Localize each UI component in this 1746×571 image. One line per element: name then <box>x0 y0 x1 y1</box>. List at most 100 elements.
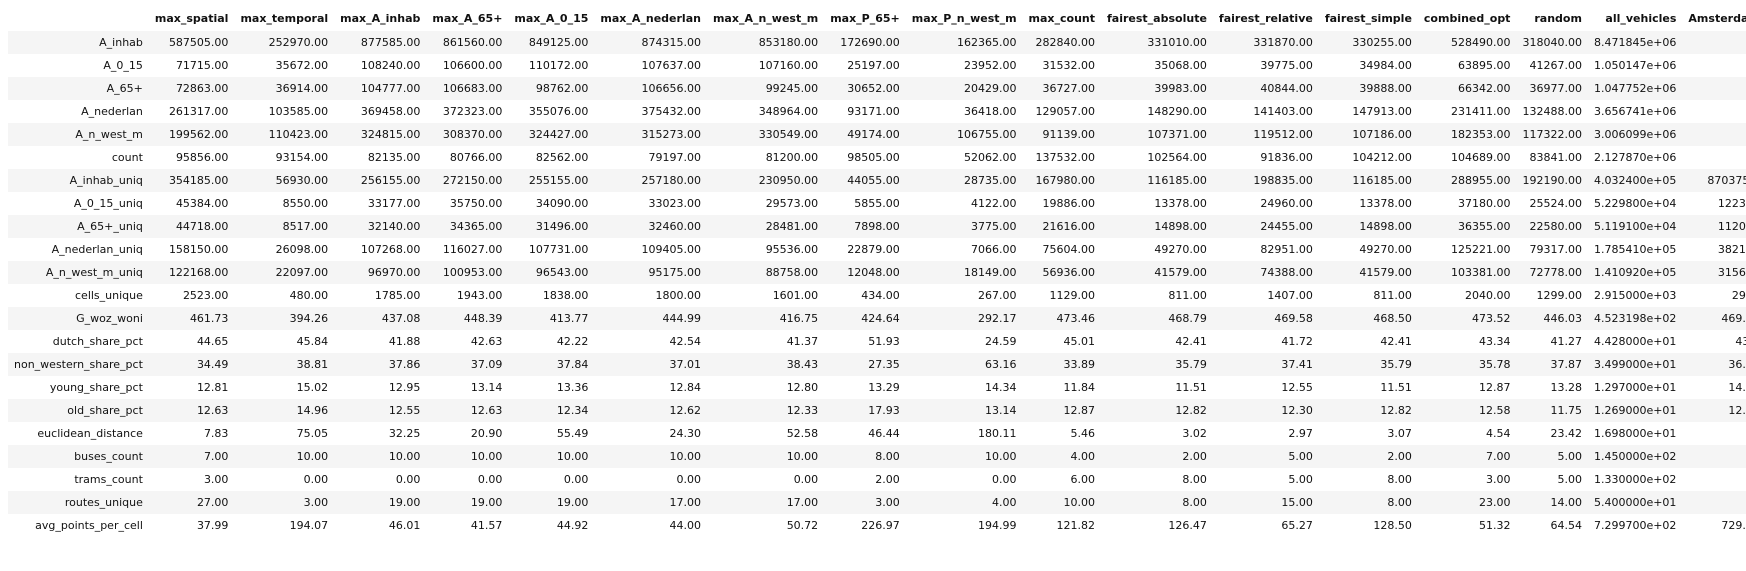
table-cell: 7066.00 <box>971 243 1017 256</box>
table-cell: 267.00 <box>978 289 1017 302</box>
table-row: A_nederlan 261317.00 103585.00 369458.00 372… <box>8 100 1746 123</box>
table-cell: 75604.00 <box>1042 243 1096 256</box>
table-cell: 308370.00 <box>442 128 503 141</box>
table-cell: 0.00 <box>477 473 503 486</box>
table-cell: 0.00 <box>676 473 701 486</box>
table-cell: 141403.00 <box>1253 105 1313 118</box>
table-cell: 3.656741e+06 <box>1593 105 1677 118</box>
table-cell: 4.032400e+05 <box>1593 174 1677 187</box>
table-cell: 80766.00 <box>449 151 503 164</box>
table-cell: 14.06 <box>1728 381 1746 394</box>
table-cell: 34.49 <box>196 358 229 371</box>
table-cell: 106656.00 <box>641 82 701 95</box>
table-cell: 8.471845e+06 <box>1593 36 1677 49</box>
table-cell: 104689.00 <box>1450 151 1511 164</box>
table-cell: 194.99 <box>978 519 1017 532</box>
table-cell: 2.127870e+06 <box>1593 151 1677 164</box>
table-cell: 100953.00 <box>442 266 503 279</box>
row-label: A_nederlan <box>81 105 143 118</box>
column-header: max_A_n_west_m <box>712 12 819 25</box>
column-header: max_A_nederlan <box>600 12 701 25</box>
table-cell: 1.785410e+05 <box>1593 243 1677 256</box>
table-cell: 46.01 <box>388 519 421 532</box>
table-cell: 172690.00 <box>840 36 900 49</box>
row-label: buses_count <box>74 450 143 463</box>
table-row: dutch_share_pct 44.65 45.84 41.88 42.63 42.22… <box>8 330 1746 353</box>
table-cell: 51.32 <box>1478 519 1511 532</box>
table-cell: 587505.00 <box>168 36 229 49</box>
table-cell: 23952.00 <box>964 59 1017 72</box>
table-cell: 116027.00 <box>442 243 503 256</box>
row-label: A_inhab_uniq <box>69 174 143 187</box>
table-cell: 50.72 <box>786 519 819 532</box>
table-cell: 3.02 <box>1182 427 1207 440</box>
table-cell: 103585.00 <box>268 105 329 118</box>
table-cell: 44055.00 <box>847 174 900 187</box>
table-cell: 12.88 <box>1728 404 1746 417</box>
table-cell: 20429.00 <box>964 82 1017 95</box>
table-cell: 256155.00 <box>360 174 421 187</box>
table-cell: 331870.00 <box>1253 36 1313 49</box>
table-cell: 36355.00 <box>1457 220 1511 233</box>
table-cell: 95856.00 <box>175 151 229 164</box>
table-cell: - <box>1682 100 1746 123</box>
table-cell: 11.84 <box>1063 381 1096 394</box>
table-cell: 8.00 <box>1387 473 1412 486</box>
table-cell: 82951.00 <box>1260 243 1313 256</box>
table-cell: 22879.00 <box>847 243 900 256</box>
table-cell: 41.88 <box>388 335 421 348</box>
table-cell: 1.050147e+06 <box>1593 59 1677 72</box>
table-cell: 46.44 <box>868 427 900 440</box>
table-cell: 82562.00 <box>535 151 589 164</box>
table-cell: 106600.00 <box>442 59 503 72</box>
table-cell: 79197.00 <box>648 151 701 164</box>
table-cell: 3.07 <box>1387 427 1412 440</box>
table-cell: 1299.00 <box>1536 289 1582 302</box>
table-cell: 35750.00 <box>449 197 503 210</box>
table-row: trams_count 3.00 0.00 0.00 0.00 0.00 0.00 0.00 2… <box>8 468 1746 491</box>
table-row: cells_unique 2523.00 480.00 1785.00 1943.00 1… <box>8 284 1746 307</box>
row-label: euclidean_distance <box>37 427 143 440</box>
table-cell: 44.65 <box>196 335 229 348</box>
column-header: max_spatial <box>154 12 229 25</box>
table-cell: 473.46 <box>1056 312 1096 325</box>
table-cell: 23.42 <box>1550 427 1582 440</box>
table-cell: 3.00 <box>203 473 229 486</box>
table-cell: 15.02 <box>296 381 329 394</box>
table-cell: 874315.00 <box>641 36 701 49</box>
table-cell: 330255.00 <box>1352 36 1412 49</box>
table-cell: 8.00 <box>1182 473 1207 486</box>
table-cell: 12.80 <box>786 381 819 394</box>
table-cell: 41.57 <box>470 519 503 532</box>
table-cell: 41579.00 <box>1154 266 1207 279</box>
table-cell: 20.90 <box>470 427 503 440</box>
table-row: non_western_share_pct 34.49 38.81 37.86 37.0… <box>8 353 1746 376</box>
table-cell: 42.63 <box>470 335 503 348</box>
table-cell: 29573.00 <box>765 197 819 210</box>
table-cell: - <box>1682 445 1746 468</box>
column-header: fairest_absolute <box>1107 12 1207 25</box>
table-cell: 34365.00 <box>449 220 503 233</box>
table-cell: 110172.00 <box>528 59 589 72</box>
table-row: A_n_west_m 199562.00 110423.00 324815.00 308… <box>8 123 1746 146</box>
table-cell: 424.64 <box>861 312 900 325</box>
table-cell: 13378.00 <box>1359 197 1412 210</box>
table-cell: 82135.00 <box>367 151 421 164</box>
table-cell: - <box>1682 54 1746 77</box>
table-cell: 98762.00 <box>535 82 589 95</box>
table-cell: 45.84 <box>296 335 329 348</box>
table-cell: 2.97 <box>1288 427 1313 440</box>
row-label: routes_unique <box>64 496 143 509</box>
table-cell: 41.72 <box>1281 335 1313 348</box>
table-cell: 43.9 <box>1735 335 1746 348</box>
table-cell: 4.54 <box>1485 427 1511 440</box>
table-cell: - <box>1682 31 1746 54</box>
table-cell: 44.00 <box>669 519 701 532</box>
column-header: fairest_simple <box>1324 12 1412 25</box>
table-cell: 14.34 <box>985 381 1017 394</box>
table-cell: 24455.00 <box>1260 220 1313 233</box>
table-cell: - <box>1682 123 1746 146</box>
table-cell: 434.00 <box>861 289 900 302</box>
table-cell: 55.49 <box>556 427 589 440</box>
table-cell: 2040.00 <box>1464 289 1511 302</box>
